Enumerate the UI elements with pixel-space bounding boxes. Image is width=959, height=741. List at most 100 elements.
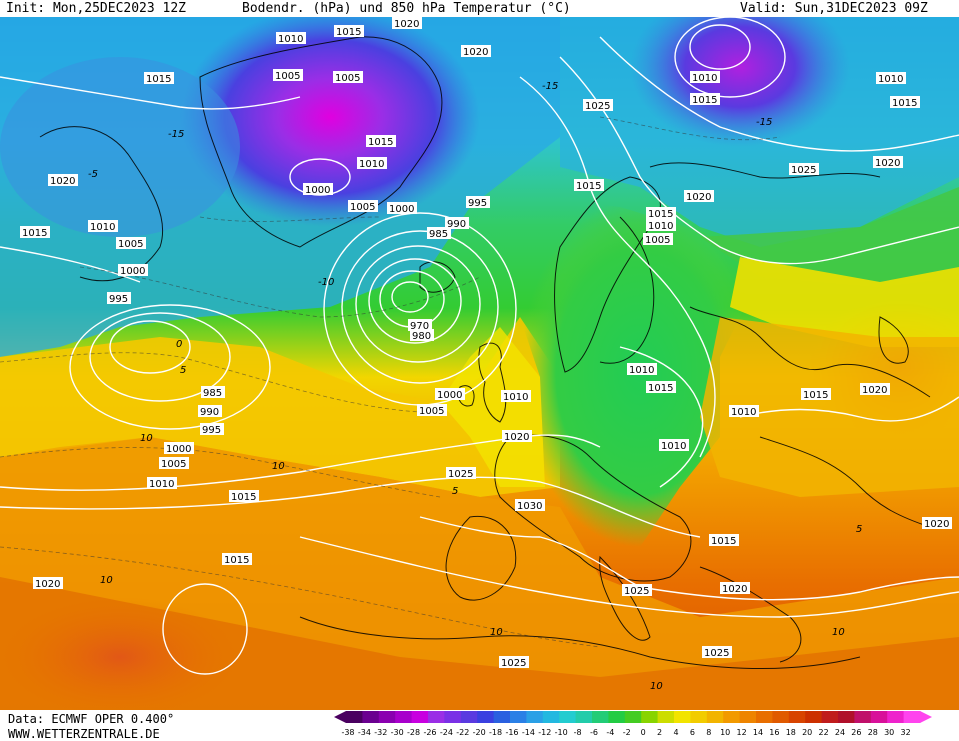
website-credit: WWW.WETTERZENTRALE.DE (8, 727, 160, 741)
isobar-label: 1020 (35, 579, 60, 590)
data-source: Data: ECMWF OPER 0.400° (8, 712, 175, 726)
isobar-label: 1010 (731, 407, 756, 418)
isobar-label: 995 (202, 425, 221, 436)
colorbar-swatch (854, 711, 872, 723)
isobar-label: 1010 (503, 392, 528, 403)
colorbar-swatch (903, 711, 921, 723)
isobar-label: 985 (429, 229, 448, 240)
isobar-label: 1015 (711, 536, 736, 547)
temp-label: 0 (176, 339, 182, 350)
isobar-label: 1010 (278, 34, 303, 45)
cold-core-arctic (630, 17, 850, 147)
temp-label: 10 (140, 433, 153, 444)
temp-label: 5 (856, 524, 862, 535)
isobar-label: 1005 (161, 459, 186, 470)
isobar-label: 990 (447, 219, 466, 230)
isobar-label: 1010 (629, 365, 654, 376)
colorbar-tick-label: -34 (358, 728, 371, 737)
colorbar-swatch (395, 711, 413, 723)
temp-label: -10 (318, 277, 334, 288)
colorbar-swatch (608, 711, 626, 723)
isobar-label: 1005 (335, 73, 360, 84)
isobar-label: 1010 (692, 73, 717, 84)
colorbar-tick-label: -26 (423, 728, 436, 737)
colorbar-tick-label: 8 (706, 728, 711, 737)
colorbar-tick-label: 22 (819, 728, 829, 737)
colorbar-swatch (378, 711, 396, 723)
isobar-label: 1000 (166, 444, 191, 455)
colorbar-swatch (641, 711, 659, 723)
colorbar-tick-label: 24 (835, 728, 845, 737)
colorbar-swatch (838, 711, 855, 723)
isobar-label: 1015 (224, 555, 249, 566)
temp-label: 5 (452, 486, 458, 497)
colorbar-tick-label: 26 (851, 728, 861, 737)
colorbar-swatch (821, 711, 839, 723)
temp-label: 10 (832, 627, 845, 638)
colorbar-tick-label: -24 (440, 728, 453, 737)
valid-time: Valid: Sun,31DEC2023 09Z (740, 1, 928, 16)
colorbar-swatch (460, 711, 478, 723)
colorbar-swatch (674, 711, 691, 723)
temperature-colorbar: -38 -34 -32 -30 -28 -26 -24 -22 -20 -18 -16 -14 -12-… (334, 711, 932, 737)
isobar-label: 1025 (585, 101, 610, 112)
isobar-label: 1010 (359, 159, 384, 170)
colorbar-tick-label: -4 (606, 728, 614, 737)
isobar-labels: 1010 1015 1020 1015 1005 1005 1020 1025 … (20, 17, 952, 669)
isobar-label: 1025 (791, 165, 816, 176)
isobar-label: 1020 (394, 19, 419, 30)
colorbar-swatch (624, 711, 642, 723)
isobar-label: 1020 (686, 192, 711, 203)
isobar-label: 1025 (624, 586, 649, 597)
isobar-label: 1025 (501, 658, 526, 669)
colorbar-swatch (493, 711, 511, 723)
colorbar-tick-label: 12 (737, 728, 747, 737)
isobar-label: 995 (109, 294, 128, 305)
temp-label: -5 (88, 169, 98, 180)
colorbar-swatch (788, 711, 806, 723)
colorbar-tick-label: 30 (884, 728, 894, 737)
colorbar-swatch (739, 711, 757, 723)
colorbar-tick-label: 32 (901, 728, 911, 737)
colorbar-swatch (690, 711, 708, 723)
colorbar-tick-label: -14 (522, 728, 535, 737)
isobar-label: 1015 (576, 181, 601, 192)
chart-title: Bodendr. (hPa) und 850 hPa Temperatur (°… (242, 1, 571, 16)
isobar-label: 1015 (368, 137, 393, 148)
colorbar-swatch (723, 711, 741, 723)
colorbar-tick-label: -16 (505, 728, 518, 737)
coastlines (39, 36, 931, 670)
colorbar-tick-label: 6 (690, 728, 695, 737)
isobar-label: 990 (200, 407, 219, 418)
isobar-label: 1005 (350, 202, 375, 213)
colorbar-swatch (592, 711, 609, 723)
isobar-label: 1015 (648, 383, 673, 394)
colorbar-tick-label: 16 (769, 728, 779, 737)
temp-label: -15 (542, 81, 558, 92)
temp-label: -15 (168, 129, 184, 140)
isobar-label: 1000 (389, 204, 414, 215)
colorbar-tick-label: 0 (641, 728, 646, 737)
colorbar-swatch (542, 711, 560, 723)
colorbar-min-arrow (334, 711, 346, 723)
temp-label: 5 (180, 365, 186, 376)
colorbar-swatch (575, 711, 593, 723)
isobar-label: 1000 (437, 390, 462, 401)
isobar-label: 1025 (448, 469, 473, 480)
colorbar-tick-label: -28 (407, 728, 420, 737)
isobar-label: 1005 (118, 239, 143, 250)
isobar-label: 1015 (336, 27, 361, 38)
colorbar-max-arrow (920, 711, 932, 723)
temp-label: 10 (100, 575, 113, 586)
isobar-label: 1020 (463, 47, 488, 58)
isobar-label: 1020 (862, 385, 887, 396)
colorbar-tick-label: 28 (868, 728, 878, 737)
colorbar-tick-label: -10 (555, 728, 568, 737)
isobar-label: 1005 (645, 235, 670, 246)
colorbar-tick-label: -32 (374, 728, 387, 737)
colorbar-tick-label: -8 (574, 728, 582, 737)
isobar-label: 985 (203, 388, 222, 399)
isobar-label: 970 (410, 321, 429, 332)
isobar-label: 1010 (878, 74, 903, 85)
colorbar-swatch (559, 711, 577, 723)
